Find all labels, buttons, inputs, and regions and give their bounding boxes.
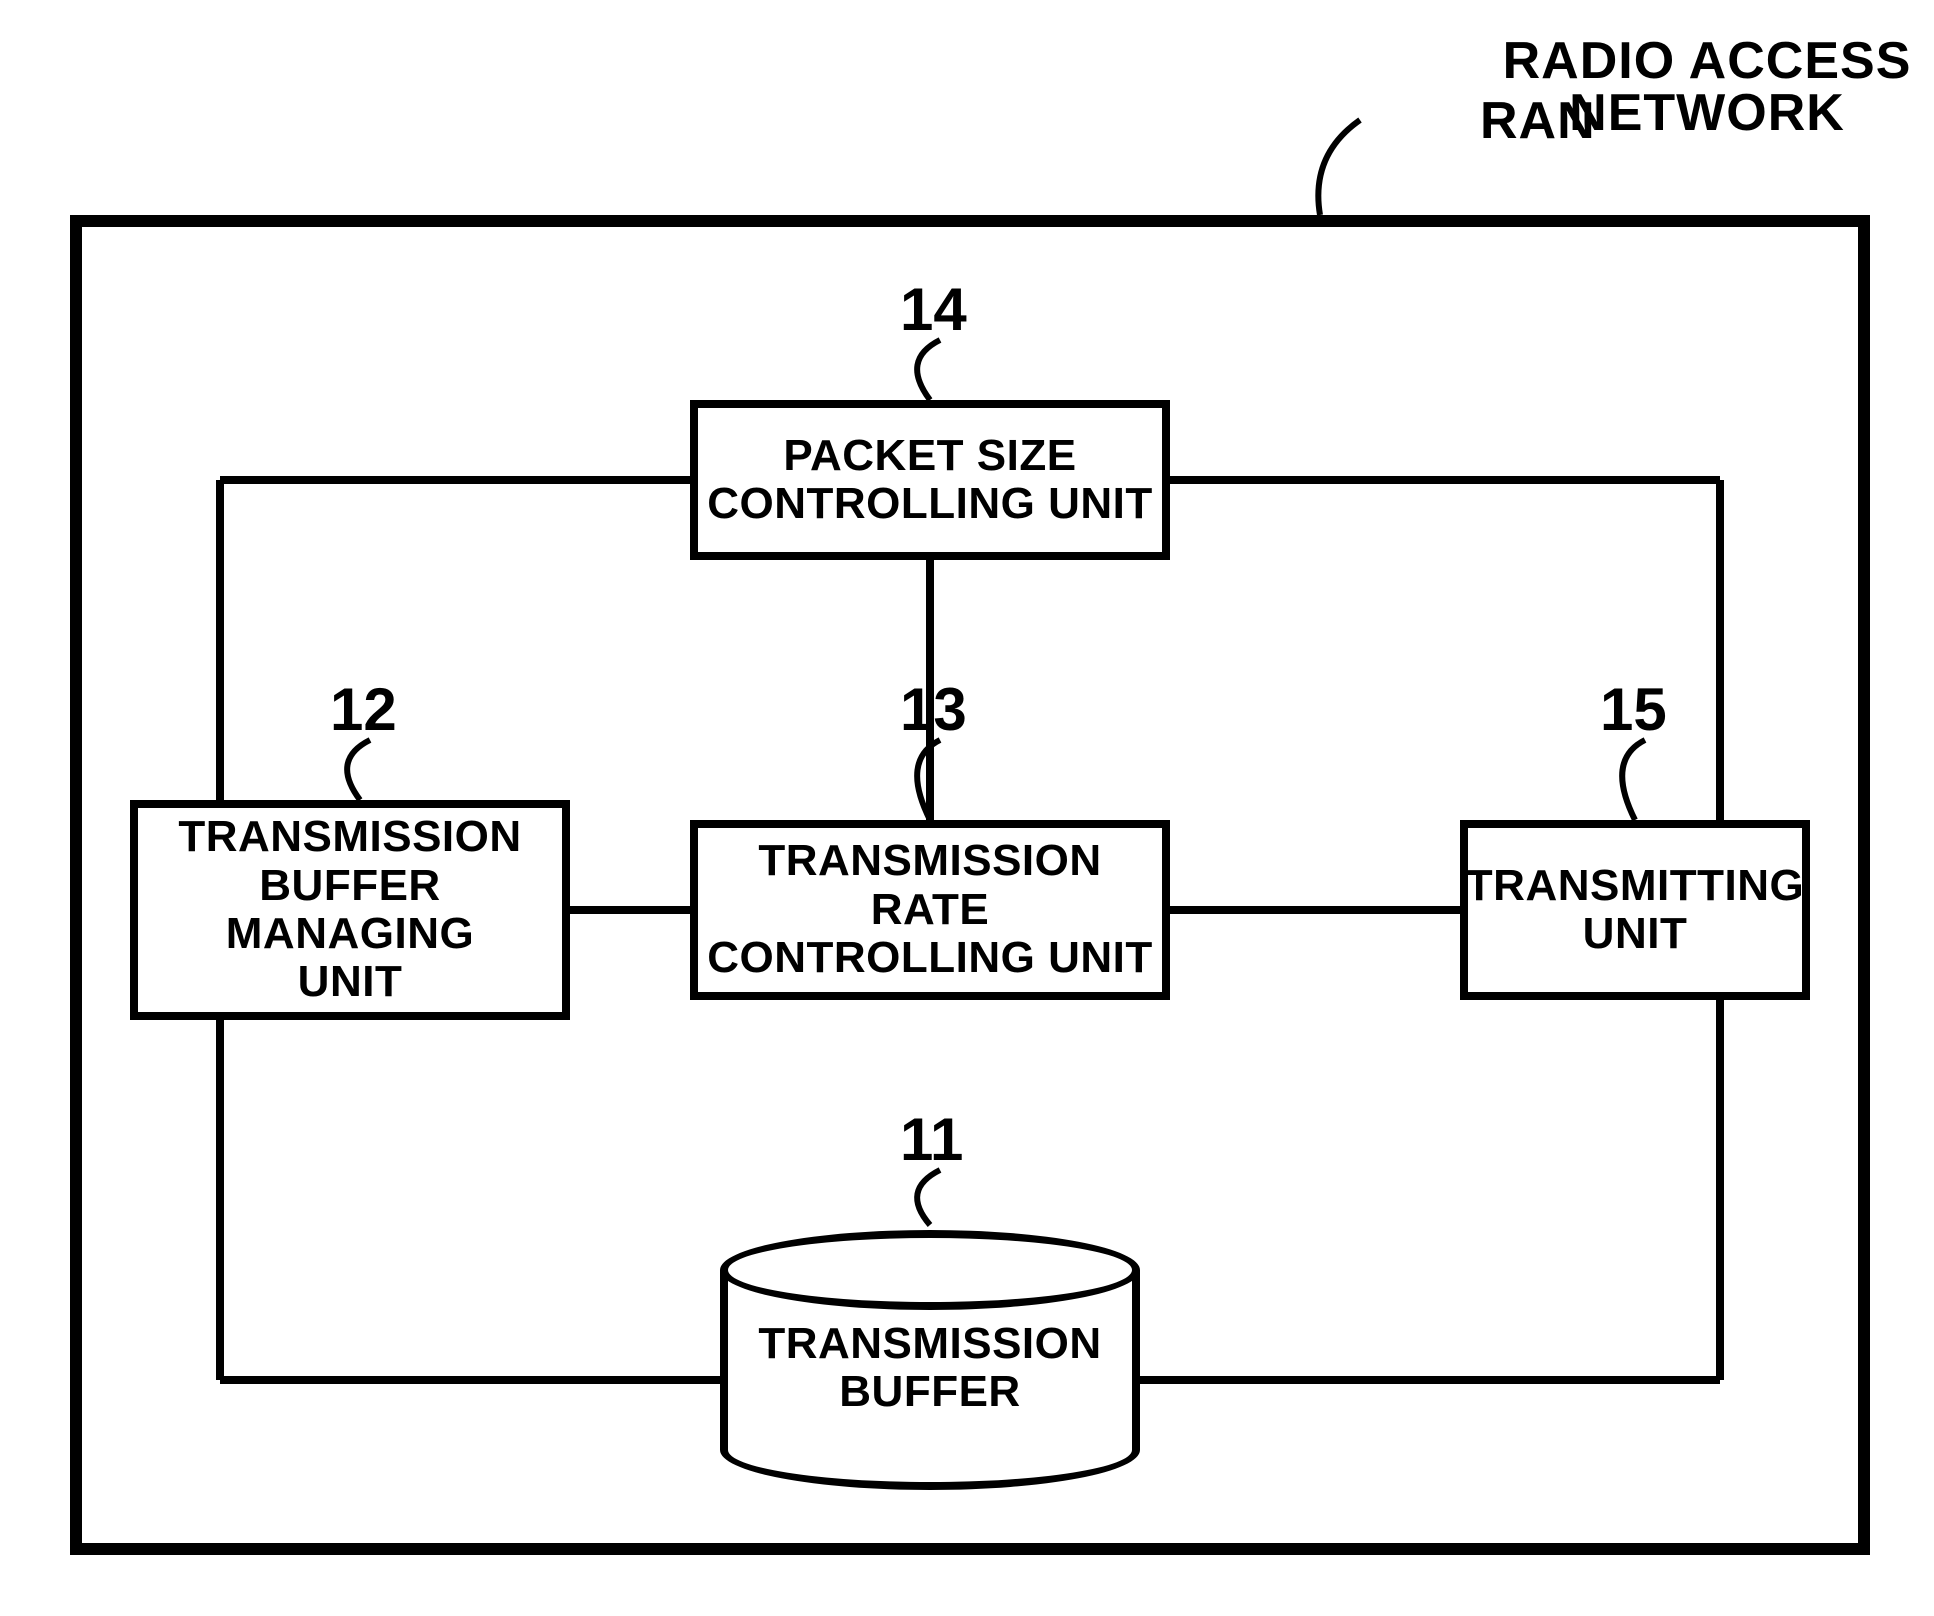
transmission-rate-controlling-unit: TRANSMISSION RATE CONTROLLING UNIT <box>690 820 1170 1000</box>
diagram-canvas: RADIO ACCESS NETWORK RAN PACKET SIZE CON… <box>0 0 1934 1616</box>
leader-title <box>1318 120 1360 215</box>
transmitting-unit: TRANSMITTING UNIT <box>1460 820 1810 1000</box>
packet-size-controlling-unit: PACKET SIZE CONTROLLING UNIT <box>690 400 1170 560</box>
transmission-buffer-label: TRANSMISSION BUFFER <box>720 1286 1140 1450</box>
diagram-title-line2: RAN <box>1480 95 1596 147</box>
transmission-buffer-cylinder: TRANSMISSION BUFFER <box>720 1230 1140 1490</box>
ref-15: 15 <box>1600 680 1667 740</box>
ref-13: 13 <box>900 680 967 740</box>
ref-14: 14 <box>900 280 967 340</box>
ref-11: 11 <box>900 1110 963 1170</box>
ref-12: 12 <box>330 680 397 740</box>
transmission-buffer-managing-unit: TRANSMISSION BUFFER MANAGING UNIT <box>130 800 570 1020</box>
